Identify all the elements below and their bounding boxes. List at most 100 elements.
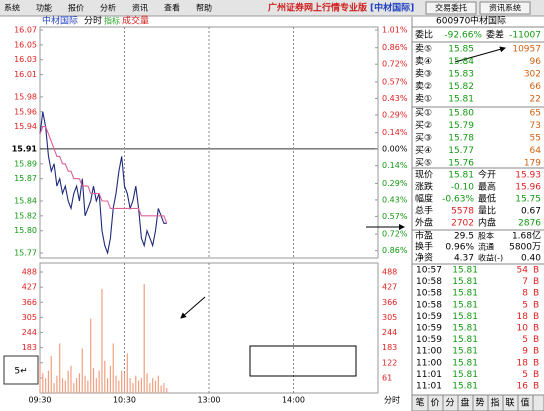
price: 15.77 xyxy=(448,146,474,156)
period-tab[interactable]: 分时 xyxy=(384,395,400,405)
button[interactable] xyxy=(479,1,531,15)
y2-tick-label: 0.14% xyxy=(382,128,408,137)
vol-tick-label: 488 xyxy=(22,268,37,277)
tab[interactable]: 价 xyxy=(430,398,439,409)
button-label[interactable]: 资讯系统 xyxy=(489,3,521,13)
y2-tick-label: 0.43% xyxy=(382,94,408,103)
volume-bar xyxy=(121,370,123,393)
chart-tab[interactable]: 分时 xyxy=(84,15,102,27)
volume-bar xyxy=(112,343,114,393)
volume-bar xyxy=(59,343,61,393)
volume-bar xyxy=(152,378,154,393)
y2-tick-label: 0.14% xyxy=(382,161,408,170)
label: 委比 xyxy=(415,29,433,41)
volume: 22 xyxy=(530,95,541,105)
volume: 66 xyxy=(530,82,542,92)
annotation: 5↵ xyxy=(14,367,27,377)
volume-bar xyxy=(53,383,55,393)
button-label[interactable]: 交易委托 xyxy=(435,3,467,13)
tab[interactable]: 值 xyxy=(520,397,529,409)
y2-tick-label: 0.86% xyxy=(382,43,408,52)
tab[interactable]: 指 xyxy=(490,397,499,409)
chart-tab[interactable]: 成交量 xyxy=(122,15,149,27)
volume-bar xyxy=(115,375,117,393)
y-tick-label: 15.89 xyxy=(14,159,37,168)
x-tick-label: 09:30 xyxy=(28,396,51,405)
label: 今开 xyxy=(478,169,496,181)
volume-bar xyxy=(104,360,106,393)
vol-tick-label: 183 xyxy=(382,343,397,352)
level: 买② xyxy=(415,120,432,131)
value: 0.67 xyxy=(521,207,541,217)
label: 外盘 xyxy=(415,217,433,229)
tab[interactable]: 联 xyxy=(505,398,514,409)
volume-bar xyxy=(50,355,52,393)
label: 股本 xyxy=(478,231,494,241)
tick-side: B xyxy=(533,347,539,357)
tick-time: 11:00 xyxy=(416,358,442,368)
y-tick-label: 15.98 xyxy=(14,92,37,101)
value: 15.81 xyxy=(448,171,474,181)
vol-tick-label: 244 xyxy=(382,328,397,337)
vol-tick-label: 183 xyxy=(22,343,37,352)
volume: 65 xyxy=(530,109,541,119)
tick-time: 10:59 xyxy=(416,324,442,334)
vol-tick-label: 122 xyxy=(382,358,397,367)
volume-bar xyxy=(76,378,78,393)
menu-item[interactable]: 功能 xyxy=(36,3,52,13)
price: 15.80 xyxy=(448,109,474,119)
label: 市盈 xyxy=(415,230,433,242)
tab[interactable]: 笔 xyxy=(415,397,424,409)
x-tick-label: 14:00 xyxy=(282,396,305,405)
tick-side: B xyxy=(533,324,539,334)
y2-tick-label: 0.86% xyxy=(382,246,408,255)
tick-price: 15.81 xyxy=(452,289,478,299)
tick-price: 15.81 xyxy=(452,324,478,334)
y-tick-label: 15.87 xyxy=(14,174,37,183)
label: 幅度 xyxy=(415,193,433,205)
menu-item[interactable]: 查看 xyxy=(164,3,180,13)
chart-tab[interactable]: 指标 xyxy=(104,16,120,26)
volume-bar xyxy=(149,383,151,393)
tick-side: B xyxy=(533,266,539,276)
label: 流通 xyxy=(478,242,494,252)
value: 15.96 xyxy=(515,183,541,193)
tick-price: 15.81 xyxy=(452,382,478,392)
volume-bar xyxy=(107,378,109,393)
x-tick-label: 10:30 xyxy=(113,396,136,405)
menu-item[interactable]: 系统 xyxy=(4,3,20,13)
stock-code: 600970 xyxy=(436,17,471,27)
volume-bar xyxy=(132,383,134,393)
tab[interactable]: 势 xyxy=(475,397,484,409)
level: 卖⑤ xyxy=(415,44,432,55)
button[interactable] xyxy=(425,1,477,15)
volume-bar xyxy=(42,373,44,393)
volume-bar xyxy=(64,380,66,393)
vol-tick-label: 61 xyxy=(382,373,392,382)
price: 15.84 xyxy=(448,57,474,67)
tick-side: B xyxy=(533,300,539,310)
menu-item[interactable]: 报价 xyxy=(68,3,84,13)
label: 最低 xyxy=(478,193,496,205)
label: 委差 xyxy=(486,29,504,41)
tick-time: 11:01 xyxy=(416,370,442,380)
volume-bar xyxy=(109,365,112,393)
tab[interactable]: 分 xyxy=(445,398,454,409)
menu-item[interactable]: 帮助 xyxy=(196,3,212,13)
tick-time: 10:58 xyxy=(416,300,442,310)
y2-tick-label: 1.01% xyxy=(382,26,408,35)
menu-item[interactable]: 资讯 xyxy=(132,3,148,13)
y-tick-label: 15.96 xyxy=(14,107,37,116)
volume-bar xyxy=(135,375,137,393)
price-line xyxy=(39,111,167,256)
tick-side: B xyxy=(533,277,539,287)
menu-item[interactable]: 分析 xyxy=(100,3,116,13)
price: 15.81 xyxy=(448,95,474,105)
label: 净资 xyxy=(415,252,433,264)
volume-bar xyxy=(154,380,157,393)
level: 卖③ xyxy=(415,69,432,80)
tab[interactable]: 盘 xyxy=(460,397,469,409)
volume-bar xyxy=(146,373,148,393)
value: 2702 xyxy=(451,219,474,229)
